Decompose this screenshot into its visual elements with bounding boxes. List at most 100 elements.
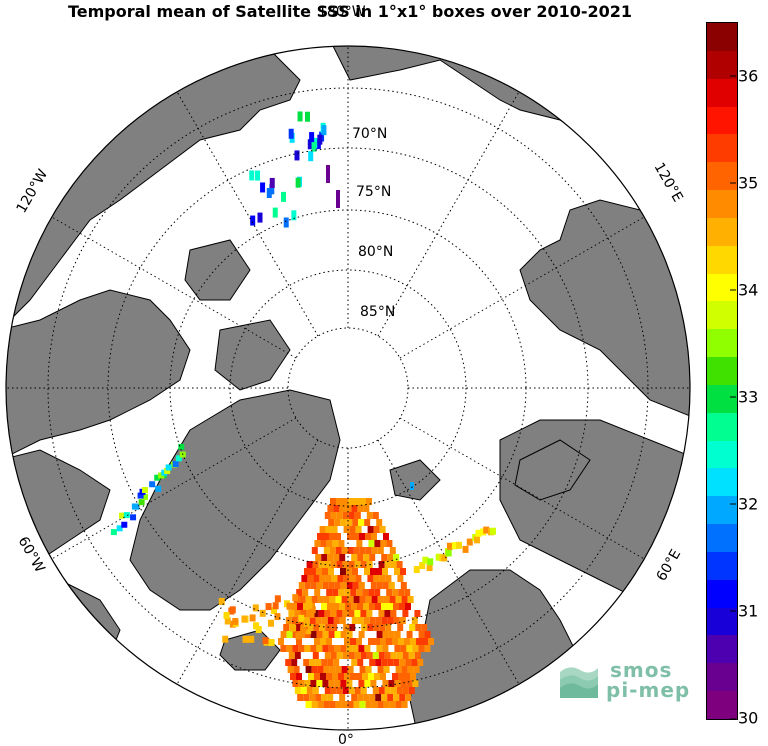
land-novaya-zemlya bbox=[514, 439, 591, 501]
sss-cell bbox=[149, 481, 156, 488]
sss-cell bbox=[362, 673, 368, 680]
sss-cell bbox=[321, 617, 328, 624]
logo-text-pi-mep: pi-mep bbox=[606, 678, 691, 702]
sss-cell bbox=[311, 141, 317, 152]
sss-cell bbox=[350, 638, 356, 645]
sss-cell bbox=[364, 519, 371, 526]
sss-cell bbox=[367, 575, 374, 582]
map-title: Temporal mean of Satellite SSS in 1°x1° … bbox=[67, 2, 633, 21]
colorbar-tick-label: 31 bbox=[729, 601, 759, 621]
sss-cell bbox=[373, 575, 380, 582]
sss-cell bbox=[386, 589, 393, 596]
sss-cell bbox=[394, 680, 401, 687]
sss-cell bbox=[395, 666, 402, 673]
sss-cell bbox=[315, 617, 322, 624]
sss-cell bbox=[394, 645, 401, 652]
sss-cell bbox=[294, 150, 300, 161]
sss-cell bbox=[320, 673, 326, 680]
sss-cell bbox=[365, 666, 372, 673]
colorbar-segment bbox=[707, 384, 737, 414]
sss-cell bbox=[309, 659, 316, 666]
sss-cell bbox=[321, 554, 328, 561]
sss-cell bbox=[306, 687, 313, 694]
colorbar-segment bbox=[707, 273, 737, 302]
sss-cell bbox=[358, 582, 365, 589]
sss-cell bbox=[123, 512, 130, 519]
sss-cell bbox=[357, 694, 364, 701]
sss-cell bbox=[324, 652, 331, 659]
sss-cell bbox=[369, 603, 375, 610]
sss-cell bbox=[286, 631, 293, 638]
sss-cell bbox=[445, 549, 452, 557]
sss-cell bbox=[340, 631, 347, 638]
sss-cell bbox=[312, 687, 319, 694]
sss-cell bbox=[250, 215, 256, 226]
sss-cell bbox=[381, 659, 388, 666]
colorbar-segment bbox=[707, 78, 737, 107]
sss-cell bbox=[396, 652, 403, 659]
sss-cell bbox=[315, 554, 322, 561]
sss-cell bbox=[324, 687, 331, 694]
sss-cell bbox=[406, 680, 413, 687]
sss-cell bbox=[310, 582, 317, 589]
sss-cell bbox=[381, 603, 387, 610]
sss-cell bbox=[351, 554, 358, 561]
sss-cell bbox=[385, 575, 392, 582]
sss-cell bbox=[368, 589, 375, 596]
sss-cell bbox=[317, 596, 324, 603]
sss-cell bbox=[326, 673, 332, 680]
sss-cell bbox=[399, 694, 406, 701]
sss-cell bbox=[326, 540, 333, 547]
sss-cell bbox=[315, 659, 322, 666]
sss-cell bbox=[253, 622, 260, 630]
colorbar-segment bbox=[707, 468, 737, 497]
sss-cell bbox=[172, 461, 179, 468]
sss-cell bbox=[387, 603, 393, 610]
sss-cell bbox=[398, 673, 404, 680]
sss-cell bbox=[331, 526, 338, 533]
sss-cell bbox=[369, 554, 376, 561]
sss-cell bbox=[321, 125, 327, 136]
sss-cell bbox=[297, 603, 303, 610]
sss-cell bbox=[382, 645, 389, 652]
sss-cell bbox=[336, 512, 343, 519]
sss-cell bbox=[335, 596, 342, 603]
sss-cell bbox=[335, 701, 342, 708]
sss-cell bbox=[242, 635, 249, 643]
sss-cell bbox=[309, 606, 316, 614]
sss-cell bbox=[328, 680, 335, 687]
sss-cell bbox=[422, 638, 428, 645]
sss-cell bbox=[405, 694, 412, 701]
sss-cell bbox=[336, 561, 343, 568]
sss-cell bbox=[330, 652, 337, 659]
sss-cell bbox=[310, 645, 317, 652]
sss-cell bbox=[388, 631, 395, 638]
sss-cell bbox=[356, 673, 362, 680]
sss-cell bbox=[286, 602, 293, 610]
sss-cell bbox=[380, 638, 386, 645]
sss-cell bbox=[266, 188, 272, 199]
sss-cell bbox=[118, 512, 125, 519]
sss-cell bbox=[344, 638, 350, 645]
sss-cell bbox=[328, 568, 334, 575]
sss-cell bbox=[307, 575, 314, 582]
sss-cell bbox=[304, 582, 311, 589]
latitude-circle bbox=[229, 269, 467, 507]
sss-cell bbox=[360, 652, 367, 659]
sss-cell bbox=[424, 645, 431, 652]
sss-cell bbox=[351, 694, 358, 701]
sss-cell bbox=[357, 603, 363, 610]
sss-cell bbox=[325, 526, 332, 533]
logo-text-smos: smos bbox=[610, 658, 673, 682]
sss-cell bbox=[310, 680, 317, 687]
sss-cell bbox=[302, 589, 309, 596]
sss-cell bbox=[377, 547, 384, 554]
sss-cell bbox=[368, 540, 375, 547]
map-boundary bbox=[5, 45, 691, 731]
sss-cell bbox=[344, 589, 351, 596]
sss-cell bbox=[288, 610, 295, 617]
sss-cell bbox=[372, 512, 379, 519]
sss-cell bbox=[396, 561, 403, 568]
sss-cell bbox=[336, 498, 342, 505]
sss-cell bbox=[393, 603, 399, 610]
